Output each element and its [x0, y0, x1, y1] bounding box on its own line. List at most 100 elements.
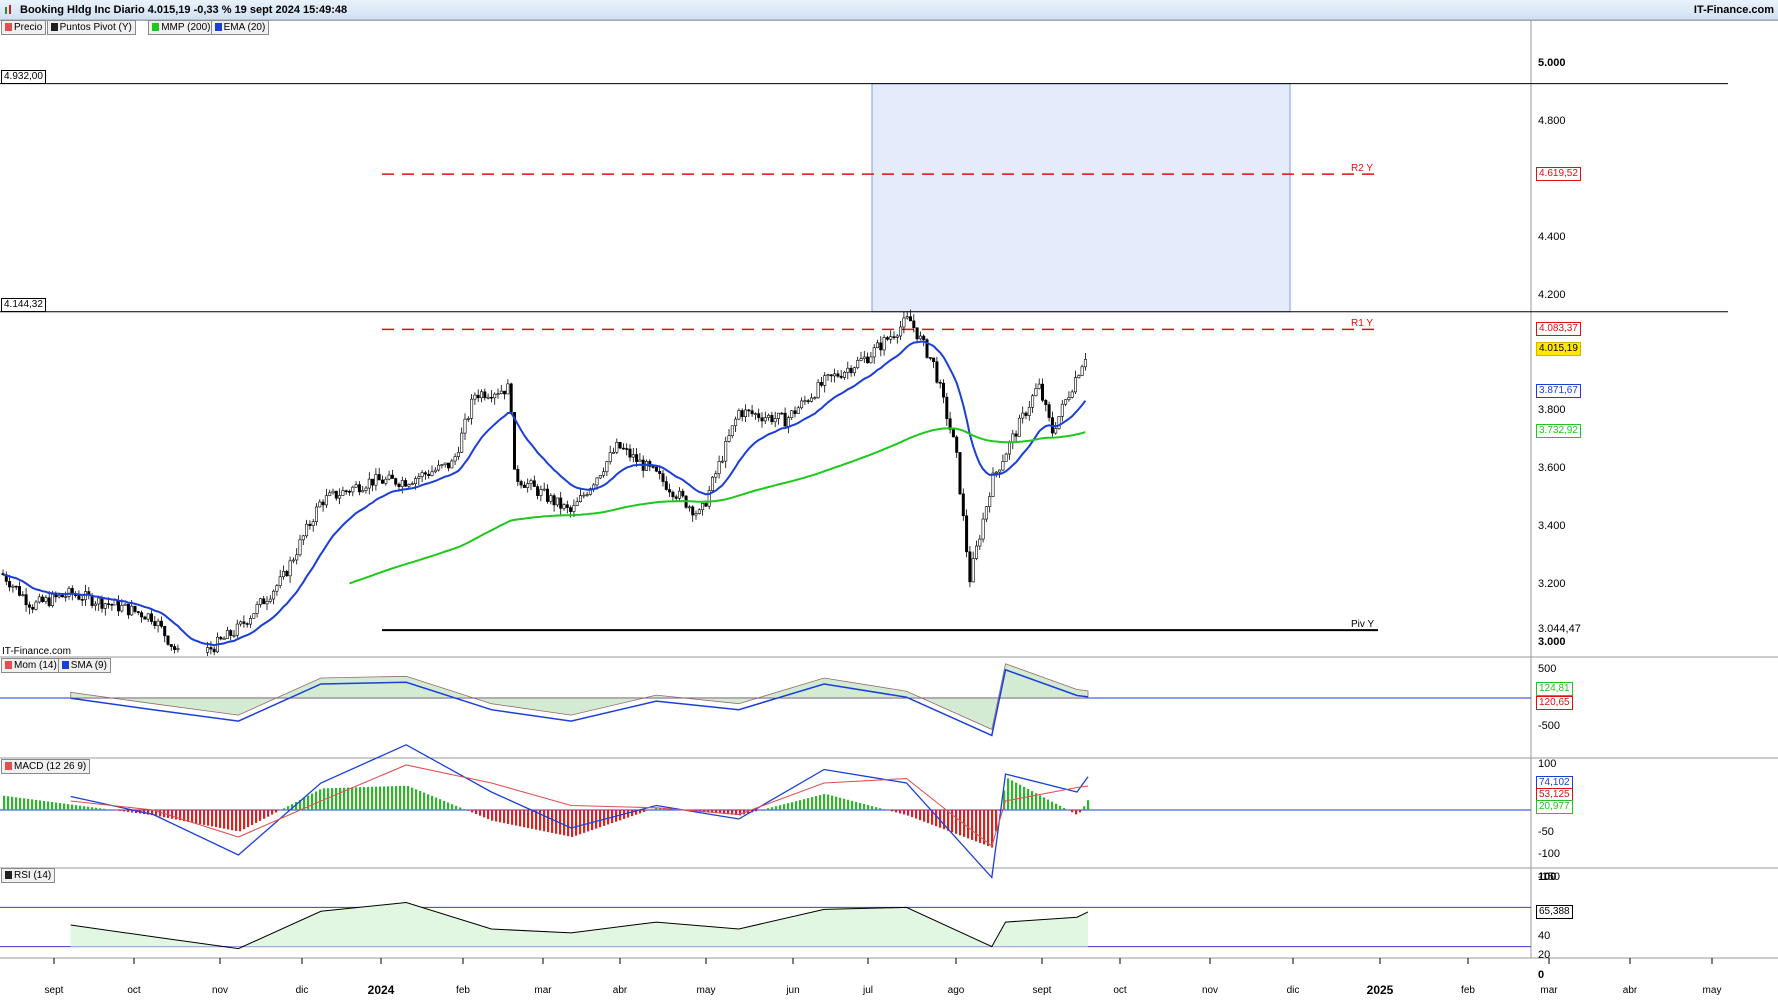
candle-body — [377, 474, 381, 481]
candle-body — [1070, 391, 1074, 398]
macd-tick: 100 — [1538, 758, 1557, 770]
candle-body — [433, 469, 437, 473]
candle-body — [664, 481, 668, 490]
macd-tick: -100 — [1538, 848, 1561, 860]
macd-hist-bar — [995, 810, 998, 832]
macd-hist-bar — [475, 810, 478, 815]
macd-hist-bar — [923, 810, 926, 822]
macd-hist-bar — [95, 807, 98, 810]
macd-hist-bar — [27, 798, 30, 810]
candle-body — [14, 585, 18, 588]
macd-hist-bar — [895, 810, 898, 813]
legend-item[interactable]: MACD (12 26 9) — [1, 759, 91, 774]
candle-body — [367, 478, 371, 489]
macd-hist-bar — [791, 802, 794, 810]
macd-hist-bar — [719, 810, 722, 814]
candle-body — [842, 371, 846, 378]
candle-body — [44, 597, 48, 602]
candle-body — [328, 492, 332, 496]
macd-hist-bar — [583, 810, 586, 833]
candle-body — [674, 496, 678, 499]
macd-hist-bar — [855, 801, 858, 810]
candle-body — [569, 507, 573, 512]
macd-hist-bar — [7, 796, 10, 810]
candle-body — [1064, 399, 1068, 405]
macd-hist-bar — [535, 810, 538, 830]
x-tick-label: dic — [295, 985, 309, 996]
candle-body — [97, 597, 101, 605]
legend-item[interactable]: Mom (14) — [1, 658, 61, 673]
candle-body — [437, 464, 441, 471]
candle-body — [704, 503, 708, 507]
candle-body — [1057, 416, 1061, 429]
candle-body — [489, 396, 493, 399]
candle-body — [54, 593, 58, 598]
x-tick-label: abr — [612, 985, 628, 996]
macd-hist-bar — [15, 797, 18, 810]
macd-hist-bar — [51, 802, 54, 810]
macd-hist-bar — [1071, 810, 1074, 813]
candle-body — [166, 635, 170, 645]
legend-swatch-icon — [50, 23, 58, 31]
candle-body — [493, 393, 497, 399]
macd-hist-bar — [303, 797, 306, 810]
macd-hist-bar — [503, 810, 506, 824]
legend-item[interactable]: EMA (20) — [210, 20, 270, 35]
candle-body — [476, 394, 480, 399]
macd-tick: -150 — [1538, 870, 1561, 883]
candle-body — [1001, 461, 1005, 471]
macd-hist-bar — [339, 787, 342, 810]
candle-body — [793, 410, 797, 414]
candle-body — [734, 418, 738, 427]
candle-body — [875, 342, 879, 349]
candle-body — [522, 484, 526, 488]
candle-body — [77, 595, 81, 600]
macd-hist-bar — [247, 810, 250, 828]
legend-item[interactable]: Precio — [1, 20, 47, 35]
macd-hist-bar — [123, 810, 126, 812]
candle-body — [912, 320, 916, 329]
candle-body — [496, 393, 500, 395]
macd-hist-bar — [643, 810, 646, 812]
legend-item[interactable]: RSI (14) — [1, 868, 56, 883]
macd-hist-bar — [1015, 782, 1018, 810]
legend-item[interactable]: Puntos Pivot (Y) — [46, 20, 136, 35]
candle-body — [470, 398, 474, 419]
candle-body — [998, 469, 1002, 473]
rsi-line — [70, 901, 1089, 950]
macd-hist-bar — [495, 810, 498, 822]
sma200-badge: 3.732,92 — [1536, 423, 1581, 438]
candle-body — [677, 490, 681, 499]
macd-hist-bar — [955, 810, 958, 834]
macd-hist-bar — [871, 806, 874, 810]
macd-hist-bar — [1063, 807, 1066, 810]
candle-body — [371, 478, 375, 486]
candle-body — [417, 476, 421, 479]
candle-body — [404, 480, 408, 487]
macd-hist-bar — [207, 810, 210, 826]
candle-body — [314, 506, 318, 523]
macd-hist-bar — [75, 805, 78, 810]
candle-body — [984, 506, 988, 520]
macd-hist-bar — [811, 797, 814, 810]
macd-hist-bar — [1011, 780, 1014, 810]
macd-hist-bar — [275, 810, 278, 813]
macd-hist-bar — [1083, 806, 1086, 810]
candle-body — [209, 647, 213, 650]
candle-body — [836, 373, 840, 377]
legend-item[interactable]: MMP (200) — [148, 20, 215, 35]
macd-hist-bar — [515, 810, 518, 826]
legend-item[interactable]: SMA (9) — [57, 658, 111, 673]
candle-body — [11, 585, 15, 588]
macd-hist-bar — [763, 809, 766, 810]
macd-hist-bar — [523, 810, 526, 828]
legend-swatch-icon — [61, 661, 69, 669]
candle-body — [341, 490, 345, 496]
candle-body — [661, 473, 665, 482]
target-zone — [871, 83, 1291, 313]
candle-body — [889, 336, 893, 340]
candle-body — [770, 415, 774, 423]
candle-body — [644, 461, 648, 471]
candle-body — [951, 429, 955, 438]
